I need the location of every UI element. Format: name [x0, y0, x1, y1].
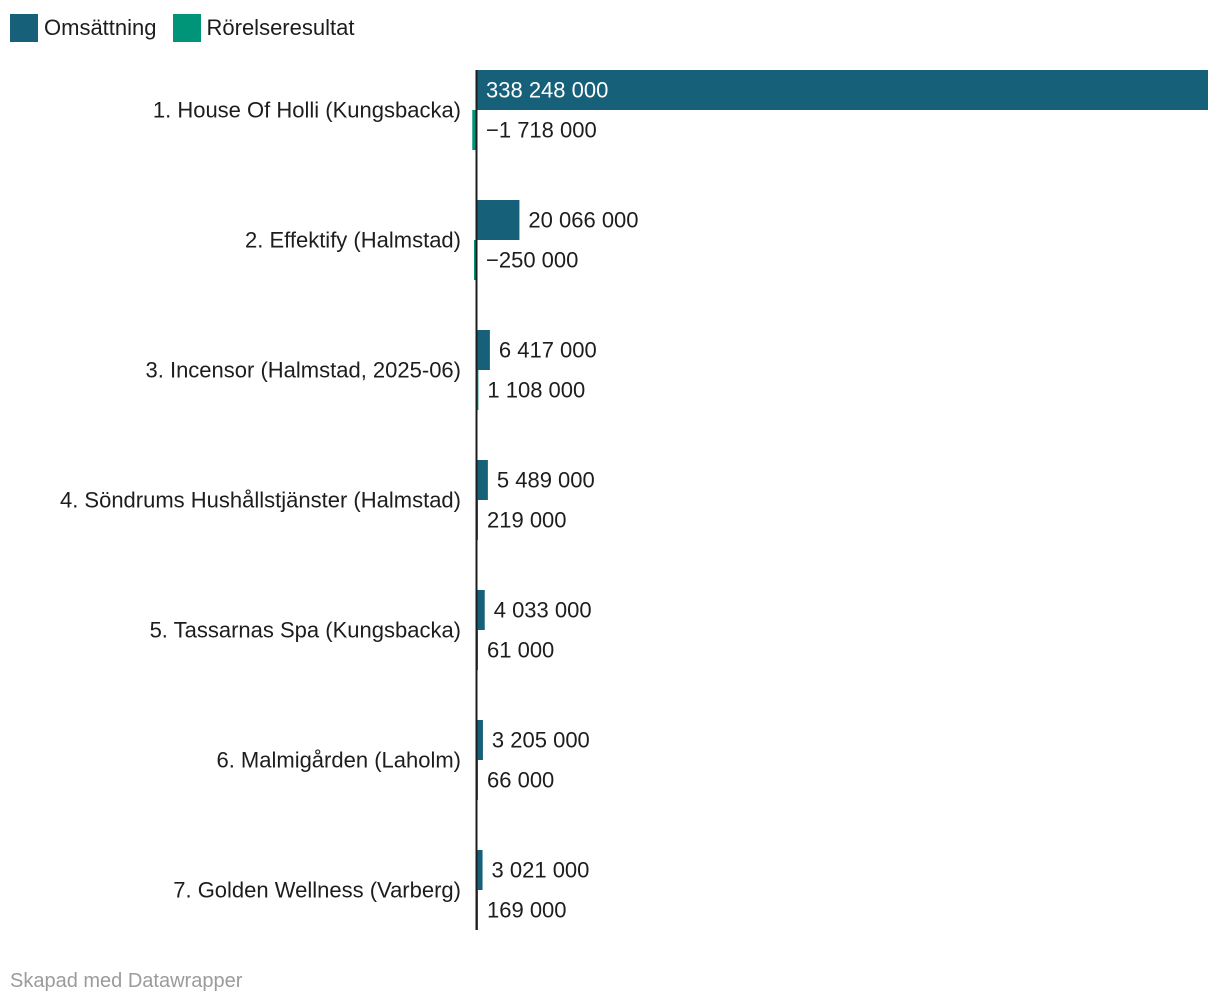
bar-omsattning — [476, 330, 490, 370]
data-label: 1 108 000 — [487, 378, 585, 403]
data-label: 4 033 000 — [494, 598, 592, 623]
category-label: 7. Golden Wellness (Varberg) — [173, 878, 461, 903]
legend-label-rorelseresultat: Rörelseresultat — [206, 15, 355, 40]
bar-rorelseresultat — [472, 110, 476, 150]
data-label: 169 000 — [487, 898, 567, 923]
data-label: 338 248 000 — [486, 78, 608, 103]
bar-omsattning — [476, 720, 483, 760]
bar-omsattning — [476, 200, 520, 240]
category-label: 3. Incensor (Halmstad, 2025-06) — [146, 358, 462, 383]
legend-label-omsattning: Omsättning — [44, 15, 157, 40]
category-label: 4. Söndrums Hushållstjänster (Halmstad) — [60, 488, 461, 513]
bar-omsattning — [476, 70, 1208, 110]
bar-rorelseresultat — [474, 240, 476, 280]
category-label: 2. Effektify (Halmstad) — [245, 228, 461, 253]
data-label: 61 000 — [487, 638, 554, 663]
data-label: 3 021 000 — [492, 858, 590, 883]
legend-swatch-rorelseresultat — [172, 14, 201, 42]
legend-item-rorelseresultat: Rörelseresultat — [172, 14, 355, 42]
data-label: 6 417 000 — [499, 338, 597, 363]
category-label: 5. Tassarnas Spa (Kungsbacka) — [150, 618, 461, 643]
data-label: 219 000 — [487, 508, 567, 533]
chart-legend: Omsättning Rörelseresultat — [10, 12, 370, 44]
legend-swatch-omsattning — [10, 14, 38, 42]
data-label: 3 205 000 — [492, 728, 590, 753]
bar-omsattning — [476, 850, 483, 890]
category-label: 6. Malmigården (Laholm) — [216, 748, 461, 773]
attribution-footer: Skapad med Datawrapper — [10, 970, 243, 992]
bar-chart: 1. House Of Holli (Kungsbacka) 338 248 00… — [60, 70, 1208, 930]
data-label: 20 066 000 — [528, 208, 638, 233]
bar-omsattning — [476, 590, 485, 630]
data-label: 5 489 000 — [497, 468, 595, 493]
legend-item-omsattning: Omsättning — [10, 14, 157, 42]
data-label: 66 000 — [487, 768, 554, 793]
bar-omsattning — [476, 460, 488, 500]
data-label: −250 000 — [486, 248, 578, 273]
category-label: 1. House Of Holli (Kungsbacka) — [153, 98, 461, 123]
data-label: −1 718 000 — [486, 118, 597, 143]
